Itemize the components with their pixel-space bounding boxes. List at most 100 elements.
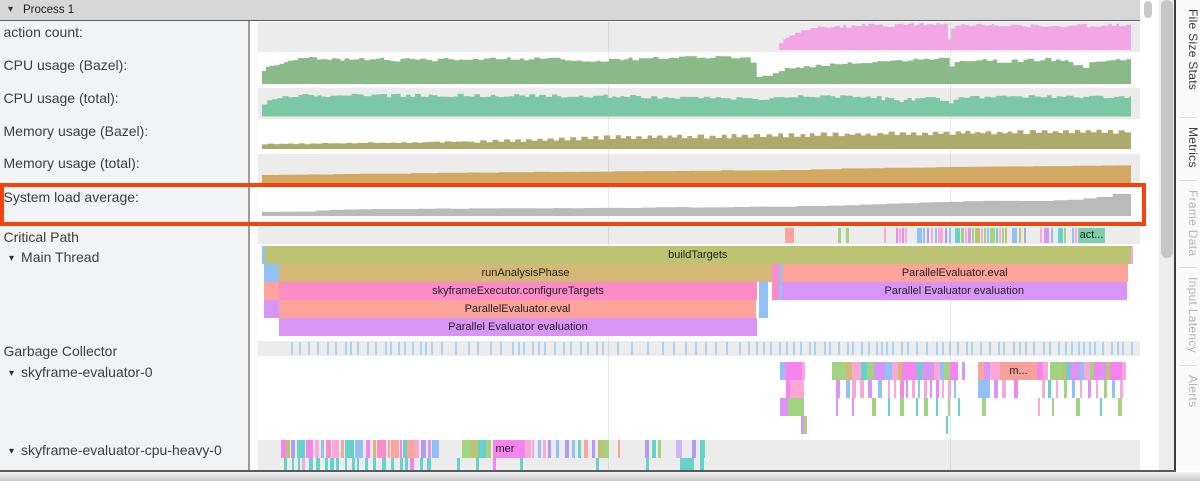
track-label-cpu-usage-total[interactable]: CPU usage (total):: [4, 90, 119, 106]
trace-slice[interactable]: [548, 439, 551, 458]
trace-event-tick[interactable]: [532, 341, 534, 355]
trace-event-tick[interactable]: [867, 341, 870, 355]
trace-slice[interactable]: [525, 439, 531, 458]
trace-slice[interactable]: [962, 361, 965, 380]
trace-slice[interactable]: [565, 439, 569, 458]
trace-event-tick[interactable]: [891, 341, 894, 355]
trace-slice[interactable]: [836, 379, 840, 398]
trace-slice[interactable]: [1080, 379, 1082, 398]
trace-event-tick[interactable]: [714, 341, 717, 355]
trace-event-tick[interactable]: [799, 341, 802, 355]
trace-slice[interactable]: Parallel Evaluator evaluation: [781, 282, 1127, 300]
trace-slice[interactable]: [836, 397, 838, 416]
trace-event-tick[interactable]: [335, 341, 338, 355]
trace-event-tick[interactable]: [1051, 227, 1053, 243]
horizontal-scrollbar[interactable]: [0, 472, 1200, 481]
trace-slice[interactable]: [365, 439, 371, 458]
trace-slice[interactable]: [596, 457, 599, 470]
trace-slice[interactable]: [364, 457, 368, 470]
trace-event-tick[interactable]: [808, 341, 811, 355]
collapse-triangle-icon[interactable]: ▾: [8, 4, 14, 15]
trace-event-tick[interactable]: [316, 341, 319, 355]
trace-event-tick[interactable]: [967, 227, 971, 243]
trace-slice[interactable]: [618, 439, 620, 458]
trace-slice[interactable]: [645, 439, 649, 458]
trace-slice[interactable]: [377, 439, 386, 458]
trace-event-tick[interactable]: [1094, 341, 1097, 355]
trace-slice[interactable]: [772, 282, 779, 300]
trace-slice[interactable]: [984, 361, 990, 380]
trace-event-tick[interactable]: [988, 341, 991, 355]
trace-event-tick[interactable]: [350, 341, 352, 355]
trace-slice[interactable]: [314, 439, 320, 458]
trace-slice[interactable]: [924, 397, 928, 416]
trace-event-tick[interactable]: [1049, 341, 1052, 355]
trace-event-tick[interactable]: [971, 227, 974, 243]
trace-event-tick[interactable]: [1018, 341, 1021, 355]
trace-event-tick[interactable]: [971, 341, 974, 355]
trace-event-tick[interactable]: [1012, 227, 1017, 243]
trace-event-tick[interactable]: [925, 341, 928, 355]
trace-event-tick[interactable]: [367, 341, 369, 355]
trace-slice[interactable]: [1118, 397, 1122, 416]
trace-event-tick[interactable]: [1071, 341, 1074, 355]
trace-slice[interactable]: [942, 379, 944, 398]
trace-slice[interactable]: [1096, 379, 1098, 398]
trace-slice[interactable]: [1014, 379, 1018, 398]
trace-event-tick[interactable]: [357, 341, 360, 355]
trace-event-tick[interactable]: [998, 341, 1001, 355]
trace-slice[interactable]: [592, 439, 595, 458]
trace-event-tick[interactable]: [949, 341, 951, 355]
trace-event-tick[interactable]: [846, 227, 849, 243]
trace-slice[interactable]: [399, 457, 403, 470]
trace-slice[interactable]: [407, 439, 415, 458]
trace-event-tick[interactable]: [695, 341, 697, 355]
trace-event-tick[interactable]: [1033, 341, 1036, 355]
trace-event-tick[interactable]: [828, 341, 831, 355]
track-label-main-thread[interactable]: ▾ Main Thread: [9, 249, 99, 265]
trace-event-chip[interactable]: m...: [1000, 361, 1037, 380]
trace-slice[interactable]: [948, 379, 951, 398]
trace-event-tick[interactable]: [291, 341, 293, 355]
trace-slice[interactable]: skyframeExecutor.configureTargets: [279, 282, 757, 300]
trace-slice[interactable]: [934, 361, 940, 380]
trace-slice[interactable]: [868, 379, 872, 398]
trace-slice[interactable]: [390, 457, 395, 470]
track-label-skyframe-evaluator-cpu-heavy-0[interactable]: ▾ skyframe-evaluator-cpu-heavy-0: [9, 442, 222, 458]
trace-slice[interactable]: [982, 397, 986, 416]
trace-slice[interactable]: [301, 457, 305, 470]
trace-slice[interactable]: [780, 397, 788, 416]
trace-slice[interactable]: [788, 397, 804, 416]
trace-slice[interactable]: [900, 397, 904, 416]
trace-event-tick[interactable]: [1040, 227, 1042, 243]
trace-event-tick[interactable]: [917, 227, 922, 243]
trace-slice[interactable]: [652, 439, 656, 458]
trace-slice[interactable]: [878, 379, 882, 398]
track-scrollbar-thumb[interactable]: [1144, 1, 1152, 18]
side-tab-alerts[interactable]: Alerts: [1186, 375, 1200, 408]
trace-event-tick[interactable]: [916, 341, 919, 355]
trace-event-tick[interactable]: [1025, 341, 1028, 355]
trace-slice[interactable]: [402, 439, 407, 458]
trace-slice[interactable]: ParallelEvaluator.eval: [781, 264, 1128, 282]
trace-slice[interactable]: [940, 361, 944, 380]
trace-slice[interactable]: [916, 397, 918, 416]
trace-slice[interactable]: [958, 397, 960, 416]
trace-slice[interactable]: [852, 361, 861, 380]
trace-event-tick[interactable]: [884, 227, 886, 243]
trace-slice[interactable]: [1122, 361, 1126, 380]
trace-event-tick[interactable]: [823, 341, 826, 355]
trace-slice[interactable]: [290, 439, 296, 458]
track-label-memory-usage-total[interactable]: Memory usage (total):: [4, 155, 140, 171]
trace-slice[interactable]: buildTargets: [264, 246, 1131, 264]
trace-event-tick[interactable]: [403, 341, 406, 355]
trace-slice[interactable]: [462, 439, 471, 458]
trace-slice[interactable]: [946, 415, 948, 434]
trace-event-tick[interactable]: [1110, 341, 1113, 355]
trace-slice[interactable]: [912, 379, 915, 398]
trace-slice[interactable]: [1084, 361, 1090, 380]
side-tab-metrics[interactable]: Metrics: [1186, 127, 1200, 168]
trace-event-tick[interactable]: [923, 227, 925, 243]
trace-slice[interactable]: [415, 439, 420, 458]
trace-event-tick[interactable]: [601, 341, 604, 355]
